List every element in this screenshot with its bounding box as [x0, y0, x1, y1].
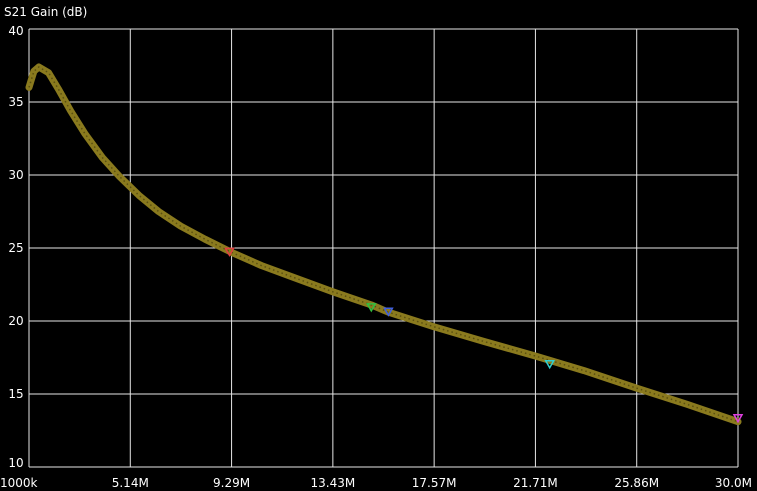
x-tick-label: 17.57M — [412, 476, 457, 490]
grid — [28, 28, 739, 468]
y-tick-label: 15 — [8, 387, 23, 401]
series-line — [25, 63, 742, 426]
x-tick-label: 30.0M — [715, 476, 752, 490]
x-tick-label: 25.86M — [614, 476, 659, 490]
x-tick-label: 5.14M — [112, 476, 149, 490]
chart-title: S21 Gain (dB) — [4, 5, 87, 19]
marker-triangle[interactable] — [732, 414, 744, 424]
marker-triangle[interactable] — [544, 360, 555, 370]
marker-triangle[interactable] — [224, 247, 235, 257]
y-tick-label: 10 — [8, 456, 23, 470]
markers — [224, 247, 744, 424]
marker-triangle[interactable] — [366, 303, 377, 313]
tick-labels: 1000k 5.14M 9.29M 13.43M 17.57M 21.71M 25.86M 3… — [0, 24, 752, 490]
y-tick-label: 20 — [8, 314, 23, 328]
y-tick-label: 35 — [8, 95, 23, 109]
x-tick-label: 13.43M — [310, 476, 355, 490]
y-tick-label: 40 — [8, 24, 23, 38]
x-tick-label: 21.71M — [513, 476, 558, 490]
marker-triangle[interactable] — [383, 307, 394, 317]
y-tick-label: 25 — [8, 241, 23, 255]
x-tick-label: 1000k — [0, 476, 38, 490]
x-tick-label: 9.29M — [213, 476, 250, 490]
series-layer — [25, 63, 742, 426]
y-tick-label: 30 — [8, 168, 23, 182]
